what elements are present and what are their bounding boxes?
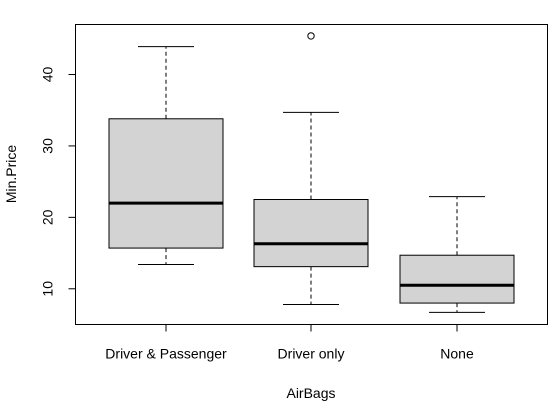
x-axis-label: AirBags [286,385,335,401]
y-axis-label: Min.Price [3,145,19,204]
y-tick-label: 40 [40,67,56,83]
outlier-point [307,32,315,40]
y-tick-label: 20 [40,209,56,225]
box-iqr [108,118,224,249]
y-tick-label: 30 [40,138,56,154]
boxes-layer [108,32,515,313]
x-axis: Driver & Passenger Driver only None [105,324,474,362]
x-tick-label: Driver & Passenger [105,346,227,362]
box-group [399,196,515,313]
y-axis: 10 20 30 40 [40,67,76,297]
box-iqr [253,199,369,268]
box-group [108,46,224,265]
x-tick-label: None [440,346,474,362]
x-tick-label: Driver only [278,346,345,362]
box-iqr [399,254,515,304]
box-group [253,32,369,305]
y-tick-label: 10 [40,281,56,297]
